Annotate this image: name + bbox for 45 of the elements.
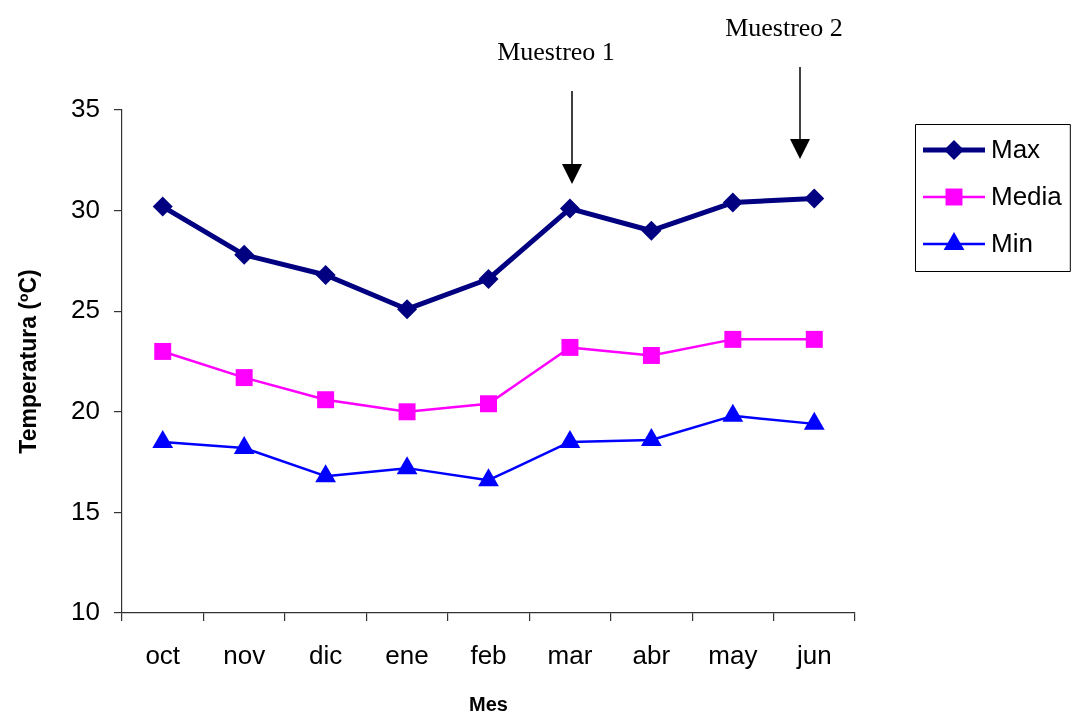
point: [561, 338, 579, 356]
point: [722, 403, 744, 422]
text: Muestreo 2: [725, 13, 843, 42]
x-axis-title: Mes: [469, 692, 508, 715]
y-tick-label: 25: [71, 294, 100, 325]
point: [152, 429, 174, 448]
point: [642, 346, 660, 364]
point: [315, 464, 336, 483]
x-tick-label: ene: [385, 639, 429, 670]
point: [803, 411, 825, 430]
point: [478, 468, 499, 487]
text: Muestreo 1: [497, 37, 615, 66]
x-tick-label: abr: [632, 639, 671, 670]
point: [315, 264, 336, 285]
y-tick-label: 20: [71, 394, 100, 425]
y-tick-label: 30: [71, 193, 100, 224]
x-tick-label: feb: [470, 639, 507, 670]
point: [722, 192, 743, 213]
y-tick-label: 10: [71, 596, 100, 627]
point: [478, 269, 499, 290]
y-tick-label: 15: [71, 495, 100, 526]
point: [152, 196, 173, 217]
point: [234, 244, 255, 265]
point: [559, 198, 580, 219]
x-tick-label: mar: [547, 639, 593, 670]
point: [397, 299, 418, 320]
point: [641, 427, 662, 446]
point: [804, 188, 825, 209]
point: [233, 436, 255, 455]
y-tick-label: 35: [71, 93, 100, 124]
legend-label: Min: [991, 228, 1033, 259]
point: [724, 330, 742, 348]
point: [396, 456, 418, 475]
point: [805, 330, 823, 348]
x-tick-label: oct: [145, 639, 181, 670]
legend-label: Max: [991, 134, 1041, 165]
x-tick-label: nov: [223, 639, 266, 670]
point: [154, 342, 172, 360]
point: [641, 220, 662, 241]
point: [559, 429, 581, 448]
legend-label: Media: [991, 181, 1063, 212]
y-axis-title: Temperatura (ºC): [15, 269, 42, 454]
x-tick-label: may: [708, 639, 758, 670]
x-tick-label: jun: [795, 639, 832, 670]
x-tick-label: dic: [308, 639, 343, 670]
